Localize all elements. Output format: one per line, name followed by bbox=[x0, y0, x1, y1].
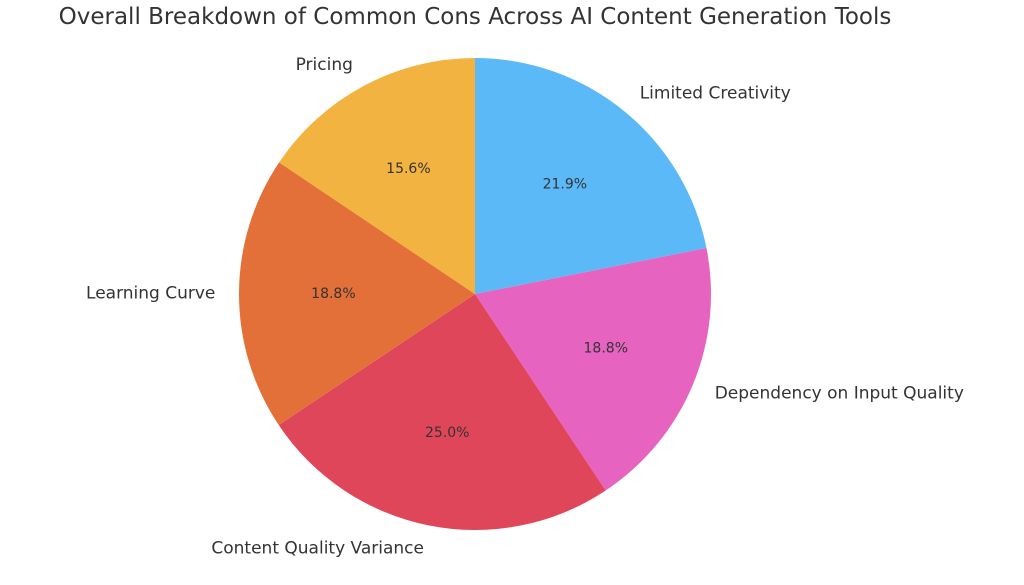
slice-label-dependency-on-input-quality: Dependency on Input Quality bbox=[715, 384, 964, 404]
pie-slice-content-quality-variance bbox=[278, 294, 606, 530]
slice-label-content-quality-variance: Content Quality Variance bbox=[211, 539, 424, 559]
pie-slices bbox=[239, 58, 711, 530]
slice-label-limited-creativity: Limited Creativity bbox=[640, 83, 791, 103]
pct-label-content-quality-variance: 25.0% bbox=[425, 425, 469, 441]
pie-slice-pricing bbox=[279, 58, 475, 294]
pct-label-dependency-on-input-quality: 18.8% bbox=[584, 340, 628, 356]
pie-labels: 21.9% Limited Creativity 18.8% Dependency o… bbox=[86, 55, 964, 559]
pct-label-limited-creativity: 21.9% bbox=[543, 177, 587, 193]
pie-slice-limited-creativity bbox=[475, 58, 707, 294]
pie-slice-dependency-on-input-quality bbox=[475, 248, 711, 491]
slice-label-learning-curve: Learning Curve bbox=[86, 284, 215, 304]
pie-slice-learning-curve bbox=[239, 162, 475, 425]
chart-title: Overall Breakdown of Common Cons Across … bbox=[58, 4, 892, 30]
slice-label-pricing: Pricing bbox=[296, 55, 353, 75]
pct-label-learning-curve: 18.8% bbox=[311, 286, 355, 302]
pct-label-pricing: 15.6% bbox=[386, 161, 430, 177]
